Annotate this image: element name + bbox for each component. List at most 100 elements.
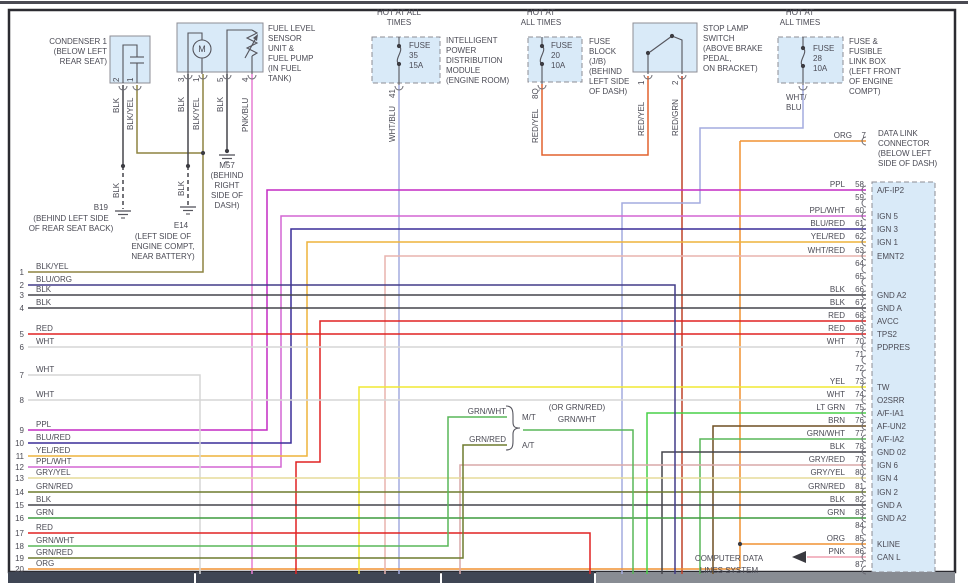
ecm-pin-arc-71 — [861, 355, 867, 365]
left-row-color-18: GRN/WHT — [36, 536, 74, 545]
ecm-pin-signal-70: PDPRES — [877, 343, 910, 352]
hot-at-all-times-3: HOT AT ALL TIMES — [780, 8, 820, 27]
e14-wire-color: BLK — [177, 180, 186, 196]
ecm-connector-box — [871, 181, 936, 573]
left-row-color-15: BLK — [36, 495, 52, 504]
ecm-pin-arc-77 — [861, 434, 867, 444]
computer-data-lines-label: COMPUTER DATA LINES SYSTEM — [695, 554, 764, 575]
condenser-pin1-color: BLK/YEL — [126, 97, 135, 130]
stop-pin1-number: 1 — [637, 80, 646, 85]
wire-row18-grnwht-mt — [28, 416, 507, 547]
symbol-line-5 — [187, 32, 203, 74]
symbol-line-13 — [649, 35, 673, 53]
junction-dot-11 — [800, 63, 806, 69]
left-row-number-11: 11 — [16, 452, 25, 461]
bottom-bar-segment-3 — [442, 572, 594, 583]
ecm-pin-arc-63 — [861, 251, 867, 261]
ecm-pin-arc-74 — [861, 395, 867, 405]
left-row-number-10: 10 — [15, 439, 24, 448]
pump-pin4-color: PNK/BLU — [241, 98, 250, 132]
fuse-35-label: FUSE 35 15A — [409, 41, 430, 70]
ecm-pin-number-78: 78 — [855, 442, 864, 451]
ecm-pin-signal-83: GND A2 — [877, 514, 907, 523]
fuse-35-box — [371, 36, 441, 84]
left-row-color-5: RED — [36, 324, 53, 333]
ecm-pin-signal-79: IGN 6 — [877, 461, 898, 470]
pump-pin4-number: 4 — [241, 77, 250, 82]
ecm-pin-number-74: 74 — [855, 390, 864, 399]
wire-row17-red — [28, 532, 591, 574]
left-row-color-2: BLU/ORG — [36, 275, 72, 284]
symbol-line-8 — [245, 29, 259, 57]
left-row-number-19: 19 — [15, 554, 24, 563]
pump-pin5-color: BLK — [216, 96, 225, 112]
junction-dot-8 — [539, 43, 545, 49]
wire-fuse20-redyel — [541, 76, 649, 156]
ecm-pin-color-74: WHT — [827, 390, 845, 399]
left-row-number-5: 5 — [20, 330, 25, 339]
ecm-pin-number-84: 84 — [855, 521, 864, 530]
bottom-bar-segment-1 — [8, 572, 194, 583]
pin-arc-10 — [677, 74, 687, 80]
ecm-pin-signal-66: GND A2 — [877, 291, 907, 300]
left-row-number-16: 16 — [15, 514, 24, 523]
fuse-28-box — [777, 36, 844, 84]
fusible-link-label: FUSE & FUSIBLE LINK BOX (LEFT FRONT OF ENGIN… — [849, 37, 901, 96]
bottom-bar-segment-4 — [596, 572, 955, 583]
ecm-pin-number-76: 76 — [855, 416, 864, 425]
at-wire-label: GRN/RED — [469, 435, 506, 444]
ecm-pin-arc-79 — [861, 460, 867, 470]
e14-location: (LEFT SIDE OF ENGINE COMPT, NEAR BATTERY) — [131, 232, 195, 261]
ecm-pin-number-80: 80 — [855, 468, 864, 477]
ecm-pin-arc-78 — [861, 447, 867, 457]
left-row-number-1: 1 — [20, 268, 25, 277]
ecm-pin-color-82: BLK — [830, 495, 846, 504]
wire-row10-blured-pin61 — [28, 228, 866, 444]
ecm-pin-color-73: YEL — [830, 377, 846, 386]
ecm-pin-number-66: 66 — [855, 285, 864, 294]
pump-pin1-number: 1 — [192, 77, 201, 82]
ecm-pin-arc-58 — [861, 185, 867, 195]
ecm-pin-number-65: 65 — [855, 272, 864, 281]
wire-row12-pplwht-pin60 — [28, 215, 866, 468]
symbol-line-1 — [122, 44, 138, 83]
pin-arc-9 — [643, 74, 653, 80]
ecm-pin-color-63: WHT/RED — [808, 246, 846, 255]
wire-row11-yelred-pin62 — [28, 241, 866, 457]
ecm-pin-signal-73: TW — [877, 383, 890, 392]
ecm-pin-arc-61 — [861, 224, 867, 234]
ecm-pin-arc-62 — [861, 237, 867, 247]
fuse-block-label: FUSE BLOCK (J/B) (BEHIND LEFT SIDE OF DASH) — [589, 37, 629, 96]
e14-label: E14 — [174, 221, 189, 230]
ecm-pin-signal-63: EMNT2 — [877, 252, 905, 261]
wire-condenser-pin1-blkyel — [136, 85, 203, 154]
left-row-number-17: 17 — [15, 529, 24, 538]
wire-yel-pin73 — [358, 386, 866, 574]
pump-pin3-number: 3 — [177, 77, 186, 82]
b19-location: (BEHIND LEFT SIDE OF REAR SEAT BACK) — [29, 214, 114, 233]
ecm-pin-arc-76 — [861, 421, 867, 431]
wire-merged-grnwht — [523, 429, 634, 574]
resistor-arrowhead — [253, 34, 258, 41]
ecm-pin-signal-78: GND 02 — [877, 448, 906, 457]
left-row-color-14: GRN/RED — [36, 482, 73, 491]
left-row-number-18: 18 — [15, 542, 24, 551]
ecm-pin-number-63: 63 — [855, 246, 864, 255]
wht-blu-label: WHT/BLU — [786, 93, 807, 112]
junction-dot-6 — [396, 43, 402, 49]
left-row-number-6: 6 — [20, 343, 25, 352]
ecm-pin-number-87: 87 — [855, 560, 864, 569]
ecm-pin-arc-85 — [861, 539, 867, 549]
pin-arc-2 — [132, 85, 142, 91]
stop-lamp-switch-box — [632, 22, 698, 73]
wire-whtred-pin63 — [384, 255, 866, 574]
ecm-pin-arc-81 — [861, 487, 867, 497]
pin-arc-6 — [247, 74, 257, 80]
ecm-pin-arc-70 — [861, 342, 867, 352]
left-row-number-12: 12 — [15, 463, 24, 472]
wire-fuse28-whtblu — [621, 85, 804, 574]
junction-dot-12 — [645, 50, 651, 56]
ecm-pin-arc-68 — [861, 316, 867, 326]
fuse20-pin-number: 8Q — [531, 88, 540, 99]
